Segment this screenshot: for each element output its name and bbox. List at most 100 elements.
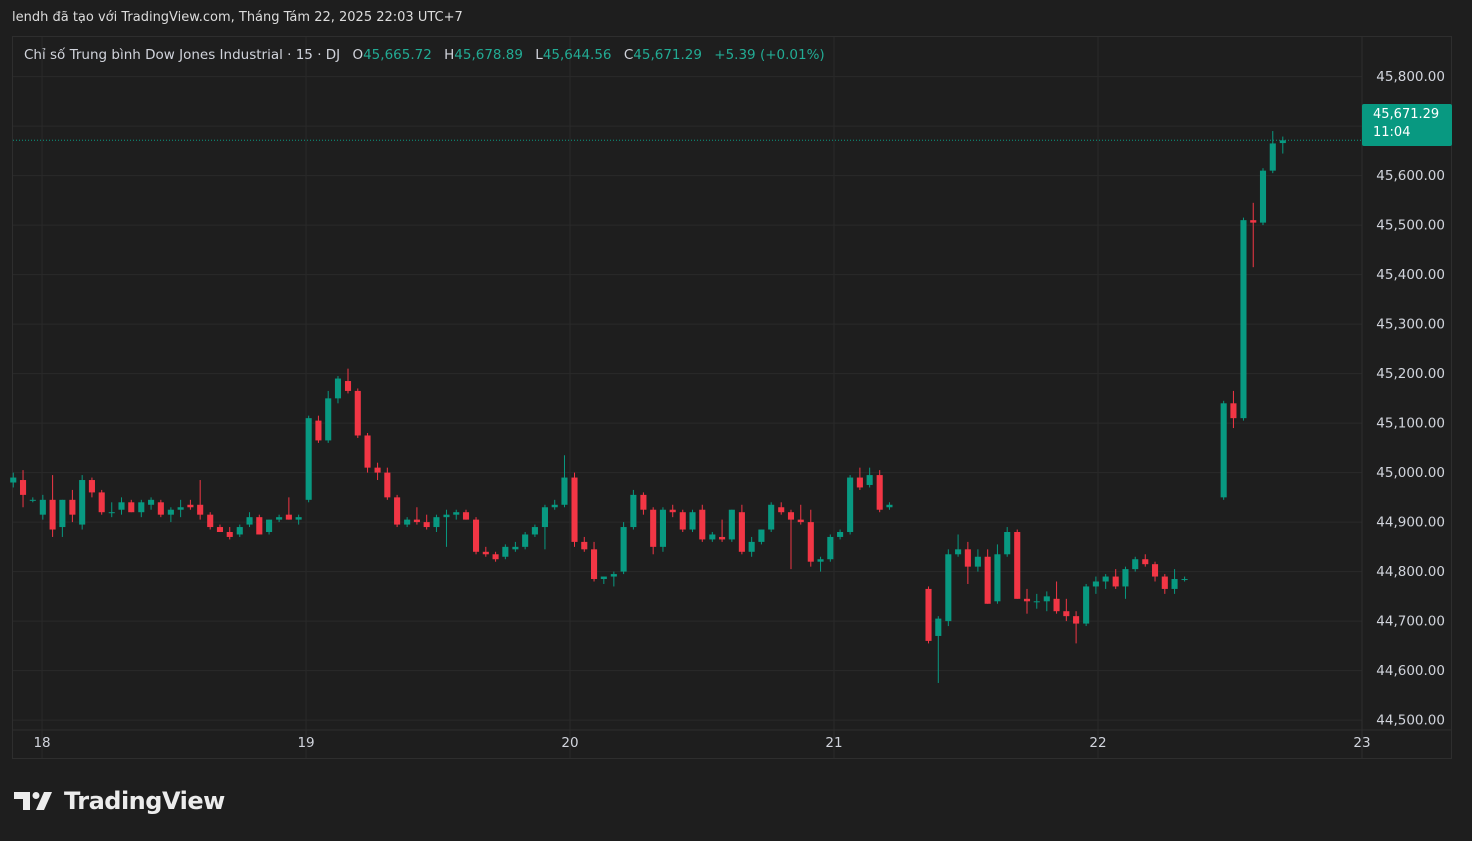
candle-body (1161, 576, 1168, 589)
candle-body (128, 502, 135, 513)
candle-body (285, 514, 292, 520)
candle (453, 509, 460, 520)
candle (1043, 591, 1050, 612)
candle-body (10, 477, 17, 483)
candle (512, 541, 519, 552)
candle-body (177, 507, 184, 510)
candle-body (778, 507, 785, 513)
candle-body (994, 554, 1001, 602)
open-value: 45,665.72 (363, 47, 432, 63)
candle (719, 519, 726, 542)
candle (433, 514, 440, 532)
grid-lines (13, 37, 1451, 758)
y-tick-label: 45,200.00 (1376, 366, 1445, 382)
candle-body (541, 507, 548, 528)
candle (285, 497, 292, 520)
candle (748, 536, 755, 557)
candle (1023, 588, 1031, 614)
candle-body (531, 527, 538, 535)
candle-body (404, 519, 411, 525)
candle (19, 470, 27, 508)
tradingview-logo-text: TradingView (64, 787, 225, 815)
candle-body (1250, 220, 1257, 223)
candle-body (827, 536, 834, 560)
candle-body (207, 514, 214, 528)
candle-body (1151, 564, 1159, 577)
candle (679, 509, 686, 532)
candle-body (148, 499, 155, 505)
candle (167, 507, 174, 523)
candle (315, 415, 322, 443)
candle-body (964, 549, 971, 567)
candle (226, 527, 233, 540)
candle (1250, 202, 1257, 268)
candle (847, 475, 854, 535)
candle (1269, 131, 1276, 174)
candle-body (1240, 220, 1247, 419)
candle-body (876, 475, 883, 510)
candle (404, 517, 411, 528)
candle-body (138, 502, 145, 513)
candle (384, 467, 391, 500)
y-tick-label: 44,800.00 (1376, 564, 1445, 580)
candle-body (1043, 596, 1050, 602)
candle-body (1102, 576, 1109, 582)
y-tick-label: 45,600.00 (1376, 168, 1445, 184)
candle (522, 532, 529, 550)
candle-body (1023, 598, 1031, 602)
candle (1220, 400, 1227, 500)
candle-body (1132, 559, 1139, 570)
y-tick-label: 45,500.00 (1376, 218, 1445, 234)
candle (709, 532, 716, 542)
candle (620, 522, 627, 575)
candle-body (600, 576, 607, 580)
candle (374, 462, 381, 481)
candle-body (384, 472, 391, 498)
candle-body (1053, 598, 1060, 612)
candle-body (728, 509, 735, 540)
candle (531, 524, 538, 537)
candle (659, 507, 666, 552)
candle (728, 509, 735, 542)
candle (148, 497, 155, 510)
candle-body (807, 522, 814, 562)
candle-body (797, 519, 804, 523)
candle-body (1004, 532, 1011, 555)
candle (98, 489, 105, 515)
y-tick-label: 44,500.00 (1376, 713, 1445, 729)
candle-body (423, 522, 430, 528)
chart-frame[interactable] (12, 36, 1452, 759)
candle-body (118, 502, 125, 510)
candle (482, 546, 489, 557)
candle (344, 368, 352, 394)
candle-body (679, 512, 686, 530)
candle (246, 512, 253, 528)
x-tick-label: 21 (825, 735, 842, 751)
candle (1240, 217, 1247, 421)
candle (394, 494, 401, 528)
candle (502, 544, 509, 560)
candle (778, 502, 785, 515)
candle-body (610, 574, 617, 577)
candle (787, 509, 795, 570)
candle (758, 529, 765, 545)
candle (699, 504, 706, 542)
candle-body (79, 480, 86, 525)
tradingview-logo[interactable]: TradingView (14, 786, 225, 816)
candle (994, 544, 1001, 604)
candle-body (246, 517, 253, 525)
candle-body (620, 527, 627, 572)
candle-body (236, 527, 243, 535)
candle-body (29, 499, 36, 501)
candle-body (295, 517, 302, 520)
candle (39, 494, 46, 520)
candle-body (955, 549, 962, 555)
candle-body (1181, 579, 1188, 581)
candle-body (935, 618, 942, 636)
candle-body (591, 549, 598, 580)
candle-body (276, 517, 283, 520)
candle-body (502, 546, 509, 557)
candle-body (522, 534, 529, 547)
candle-body (216, 527, 224, 532)
